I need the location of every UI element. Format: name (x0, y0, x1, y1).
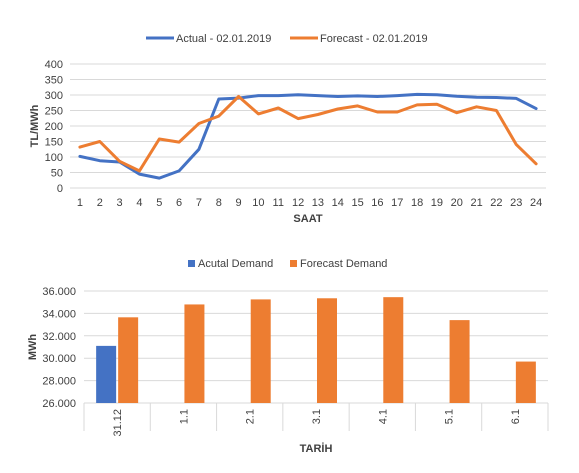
bar-actual-demand (96, 345, 117, 403)
x-tick-label: 15 (351, 197, 363, 209)
legend-label-actual: Actual - 02.01.2019 (176, 33, 271, 45)
y-axis-title: TL/MWh (29, 104, 41, 147)
x-tick-label: 14 (332, 197, 344, 209)
x-tick-label: 10 (252, 197, 264, 209)
x-tick-label: 13 (312, 197, 324, 209)
x-tick-label: 20 (451, 197, 463, 209)
x-tick-label: 7 (196, 197, 202, 209)
x-tick-label: 5.1 (444, 409, 456, 424)
y-tick-label: 26.000 (42, 398, 76, 410)
bar-forecast-demand (317, 298, 337, 403)
x-tick-label: 4 (136, 197, 142, 209)
x-tick-label: 19 (431, 197, 443, 209)
y-tick-label: 150 (45, 137, 63, 149)
x-axis-title: SAAT (293, 213, 322, 225)
y-tick-label: 100 (45, 152, 63, 164)
y-tick-label: 28.000 (42, 376, 76, 388)
y-tick-label: 400 (45, 59, 63, 71)
x-tick-label: 12 (292, 197, 304, 209)
series-line-actual (78, 92, 538, 180)
x-tick-label: 16 (371, 197, 383, 209)
x-tick-label: 3 (117, 197, 123, 209)
x-tick-label: 6.1 (510, 409, 522, 424)
y-tick-label: 250 (45, 106, 63, 118)
legend-label-forecast: Forecast - 02.01.2019 (320, 33, 428, 45)
bar-forecast-demand (250, 299, 271, 403)
x-tick-label: 4.1 (377, 409, 389, 424)
x-tick-label: 9 (236, 197, 242, 209)
x-tick-label: 23 (510, 197, 522, 209)
x-tick-label: 21 (470, 197, 482, 209)
bar-chart: Acutal Demand Forecast Demand 26.000 28.000… (27, 258, 549, 455)
x-tick-label: 6 (176, 197, 182, 209)
legend-label-actual-demand: Acutal Demand (198, 258, 273, 270)
bar-forecast-demand (449, 320, 470, 403)
bar-forecast-demand (383, 297, 404, 403)
y-axis-title: MWh (27, 334, 39, 361)
x-tick-label: 2 (97, 197, 103, 209)
line-chart: Actual - 02.01.2019 Forecast - 02.01.2019… (29, 33, 546, 225)
y-tick-label: 350 (45, 75, 63, 87)
y-tick-label: 300 (45, 90, 63, 102)
x-tick-label: 17 (391, 197, 403, 209)
legend-swatch-forecast-demand (290, 260, 297, 267)
x-tick-label: 8 (216, 197, 222, 209)
x-axis-title: TARİH (300, 442, 333, 455)
x-tick-label: 11 (273, 197, 284, 209)
legend-swatch-actual-demand (188, 260, 195, 267)
x-tick-label: 18 (411, 197, 423, 209)
line-legend: Actual - 02.01.2019 Forecast - 02.01.2019 (146, 33, 428, 45)
y-tick-label: 32.000 (42, 331, 76, 343)
y-tick-label: 36.000 (42, 286, 76, 298)
y-tick-label: 200 (45, 121, 63, 133)
y-tick-label: 34.000 (42, 308, 76, 320)
bar-legend: Acutal Demand Forecast Demand (188, 258, 387, 270)
series-line-forecast (78, 95, 538, 173)
x-tick-label: 24 (530, 197, 542, 209)
bar-forecast-demand (118, 317, 139, 403)
x-tick-label: 3.1 (311, 409, 323, 424)
legend-label-forecast-demand: Forecast Demand (300, 258, 387, 270)
x-tick-label: 1 (77, 197, 83, 209)
x-tick-label: 22 (490, 197, 502, 209)
x-tick-label: 2.1 (245, 409, 257, 424)
x-tick-label: 5 (156, 197, 162, 209)
y-tick-label: 0 (57, 183, 63, 195)
x-tick-label: 31.12 (112, 409, 124, 437)
y-tick-label: 30.000 (42, 353, 76, 365)
bar-forecast-demand (184, 304, 205, 403)
y-tick-label: 50 (51, 168, 63, 180)
bar-forecast-demand (515, 361, 536, 403)
x-tick-label: 1.1 (178, 409, 190, 424)
